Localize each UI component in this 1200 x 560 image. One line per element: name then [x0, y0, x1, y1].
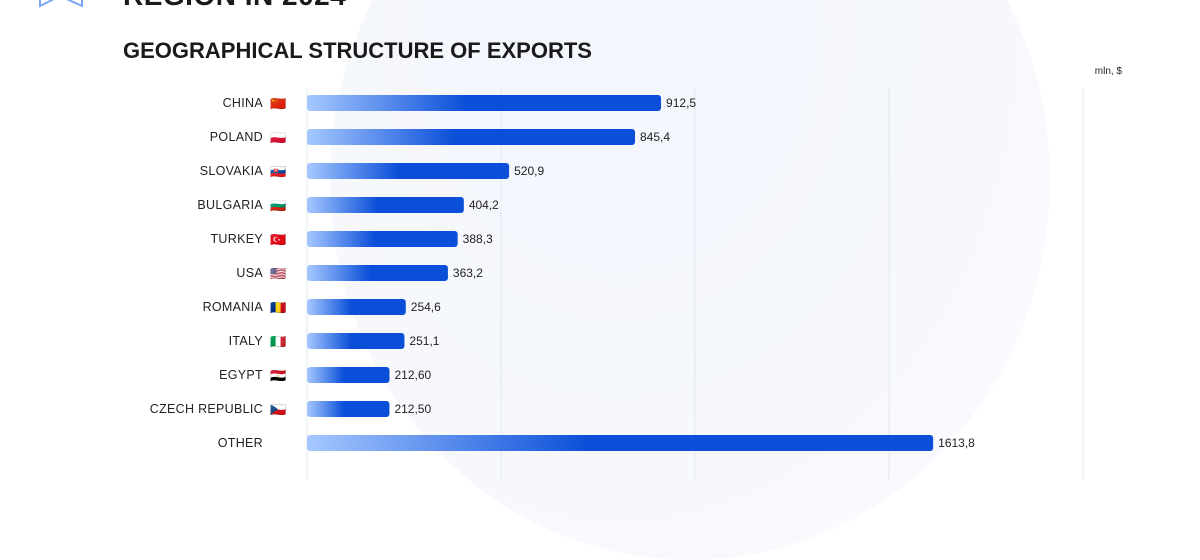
logo-icon	[39, 0, 83, 8]
flag-icon: 🇵🇱	[270, 130, 286, 145]
flag-icon: 🇺🇸	[270, 266, 286, 281]
value-label: 254,6	[411, 300, 441, 314]
category-label: EGYPT	[219, 368, 263, 382]
value-label: 1613,8	[938, 436, 975, 450]
category-label: BULGARIA	[197, 198, 263, 212]
bar-poland	[307, 129, 636, 145]
flag-icon: 🇨🇿	[270, 402, 286, 417]
bar-other	[307, 435, 934, 451]
flag-icon: 🇷🇴	[270, 300, 286, 315]
category-label: USA	[236, 266, 263, 280]
value-label: 404,2	[469, 198, 499, 212]
flag-icon: 🇧🇬	[270, 198, 286, 213]
flag-icon: 🇹🇷	[270, 232, 286, 247]
category-label: OTHER	[218, 436, 263, 450]
bar-usa	[307, 265, 448, 281]
value-label: 251,1	[409, 334, 439, 348]
chart-title: GEOGRAPHICAL STRUCTURE OF EXPORTS	[123, 38, 592, 63]
category-label: ITALY	[229, 334, 264, 348]
flag-icon: 🇸🇰	[270, 164, 286, 179]
value-label: 212,60	[394, 368, 431, 382]
bar-bulgaria	[307, 197, 464, 213]
flag-icon: 🇮🇹	[270, 334, 286, 349]
bar-czech-republic	[307, 401, 390, 417]
value-label: 845,4	[640, 130, 670, 144]
value-label: 212,50	[394, 402, 431, 416]
bar-egypt	[307, 367, 390, 383]
category-label: POLAND	[210, 130, 263, 144]
bar-slovakia	[307, 163, 510, 179]
unit-label: mln, $	[1094, 66, 1122, 77]
category-label: TURKEY	[210, 232, 263, 246]
bar-italy	[307, 333, 405, 349]
bar-romania	[307, 299, 406, 315]
bar-chart: 0500100015002000 912,5CHINA🇨🇳845,4POLAND…	[150, 88, 1084, 480]
bar-turkey	[307, 231, 458, 247]
bar-china	[307, 95, 662, 111]
value-label: 388,3	[463, 232, 493, 246]
category-label: SLOVAKIA	[200, 164, 264, 178]
value-label: 363,2	[453, 266, 483, 280]
category-label: CZECH REPUBLIC	[150, 402, 263, 416]
category-label: CHINA	[223, 96, 264, 110]
category-label: ROMANIA	[203, 300, 264, 314]
value-label: 912,5	[666, 96, 696, 110]
flag-icon: 🇨🇳	[270, 96, 286, 111]
page-header-title: REGION IN 2024	[123, 0, 346, 12]
value-label: 520,9	[514, 164, 544, 178]
flag-icon: 🇪🇬	[270, 368, 286, 383]
